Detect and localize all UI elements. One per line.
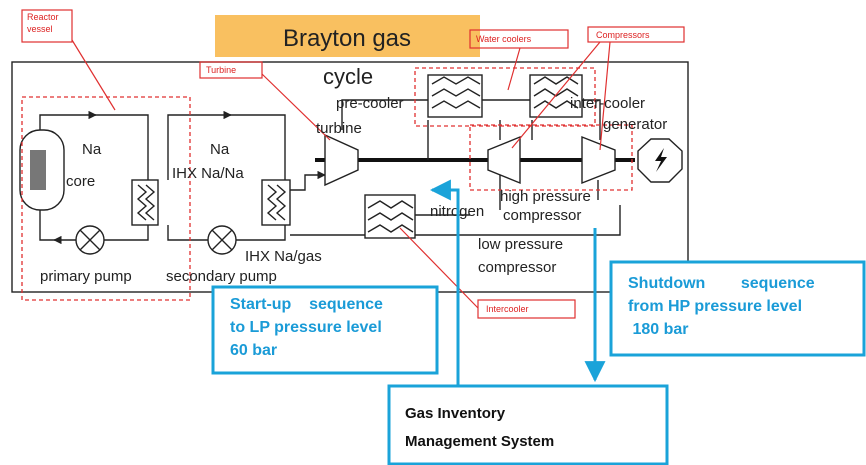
box-text: to LP pressure level [230, 319, 382, 336]
label: high pressure [500, 188, 591, 205]
label: Na [210, 141, 230, 158]
box-text: 180 bar [628, 321, 688, 338]
callouts [21, 9, 685, 319]
box-text: 60 bar [230, 342, 277, 359]
label: low pressure [478, 236, 563, 253]
callout-label: Compressors [596, 30, 650, 40]
box-text: Gas Inventory [405, 405, 506, 422]
label: primary pump [40, 268, 132, 285]
label: IHX Na/gas [245, 248, 322, 265]
box-text: from HP pressure level [628, 298, 802, 315]
label: pre-cooler [336, 95, 404, 112]
label: compressor [478, 259, 556, 276]
reactor-group [21, 96, 191, 301]
startup-box [211, 285, 439, 375]
callout-label: vessel [27, 24, 53, 34]
secondary-loop [167, 110, 291, 255]
compressor-group [469, 124, 633, 191]
title: cycle [323, 64, 373, 89]
callout-label: Intercooler [486, 304, 529, 314]
label: core [66, 173, 95, 190]
callout-label: Water coolers [476, 34, 532, 44]
gas-loop [290, 74, 683, 239]
title-box [215, 15, 480, 57]
box-text: Shutdown sequence [628, 275, 815, 292]
label: turbine [316, 120, 362, 137]
primary-loop [19, 110, 159, 255]
gims-box [387, 384, 669, 465]
label: compressor [503, 207, 581, 224]
box-text: Management System [405, 433, 554, 450]
label: inter-cooler [570, 95, 645, 112]
title: Brayton gas [283, 25, 411, 52]
label: secondary pump [166, 268, 277, 285]
label: IHX Na/Na [172, 165, 244, 182]
box-text: Start-up sequence [230, 296, 383, 313]
label: Na [82, 141, 102, 158]
label: generator [603, 116, 667, 133]
shutdown-box [609, 260, 866, 357]
arrow [429, 179, 460, 385]
callout-label: Reactor [27, 12, 59, 22]
callout-label: Turbine [206, 65, 236, 75]
